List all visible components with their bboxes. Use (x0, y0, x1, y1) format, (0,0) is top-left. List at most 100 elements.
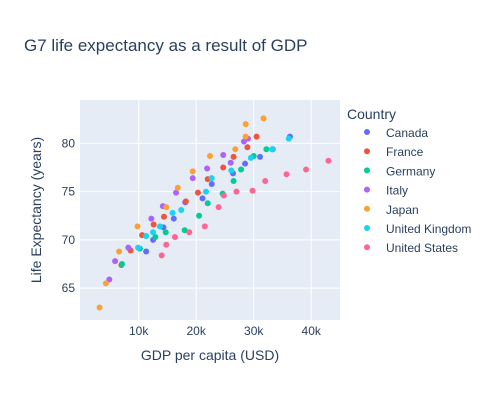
axis-ticks: 10k 20k 30k 40k 65 70 75 80 (62, 136, 322, 338)
data-point (152, 234, 159, 241)
data-point (227, 159, 234, 166)
data-point (208, 175, 215, 182)
data-point (202, 188, 209, 195)
legend-marker (364, 129, 370, 135)
data-point (230, 178, 237, 185)
data-point (325, 157, 332, 164)
x-tick-label: 40k (302, 324, 322, 338)
data-point (169, 209, 176, 216)
data-point (96, 304, 103, 311)
data-point (196, 212, 203, 219)
data-point (207, 152, 213, 159)
legend-marker (364, 225, 370, 231)
data-point (171, 234, 178, 241)
data-point (118, 261, 125, 268)
data-point (189, 175, 196, 182)
data-point (253, 133, 260, 140)
data-point (220, 164, 227, 171)
data-point (247, 154, 254, 161)
data-point (112, 258, 119, 265)
data-point (238, 166, 245, 173)
data-point (160, 213, 167, 220)
data-point (186, 229, 193, 236)
data-point (283, 171, 290, 178)
data-point (163, 241, 170, 248)
data-point (156, 223, 163, 230)
legend-item-label: Canada (386, 126, 428, 140)
data-point (170, 215, 177, 222)
data-point (178, 207, 185, 213)
data-point (150, 229, 157, 236)
data-point (242, 133, 249, 140)
data-point (233, 188, 240, 195)
legend: Canada France Germany Italy Japan United King… (364, 126, 471, 255)
x-axis-title: GDP per capita (USD) (141, 347, 279, 363)
data-point (158, 252, 165, 259)
data-point (269, 146, 276, 153)
legend-marker (364, 148, 370, 155)
legend-marker (364, 167, 370, 174)
data-point (242, 121, 249, 128)
data-point (150, 221, 157, 228)
plot-area (80, 100, 340, 320)
data-point (173, 189, 180, 196)
y-tick-label: 65 (62, 281, 76, 295)
data-point (249, 187, 256, 194)
data-point (143, 248, 150, 255)
data-point (189, 168, 196, 175)
data-point (134, 223, 141, 230)
y-axis-title: Life Expectancy (years) (28, 137, 44, 283)
data-point (208, 180, 215, 187)
data-point (125, 244, 132, 251)
legend-marker (364, 186, 370, 193)
legend-item-label: United Kingdom (386, 222, 471, 236)
legend-item-label: Germany (386, 164, 435, 178)
data-point (181, 227, 188, 234)
data-point (143, 233, 150, 240)
x-tick-label: 20k (187, 324, 207, 338)
data-point (204, 165, 211, 172)
legend-item-label: France (386, 145, 424, 159)
data-point (201, 223, 208, 230)
data-points (96, 115, 332, 311)
data-point (194, 189, 201, 196)
data-point (220, 152, 227, 158)
data-point (163, 204, 170, 211)
x-tick-label: 10k (129, 324, 149, 338)
data-point (148, 215, 155, 222)
data-point (174, 184, 181, 191)
y-tick-label: 75 (62, 185, 76, 199)
legend-item-label: United States (386, 241, 458, 255)
data-point (228, 167, 235, 174)
data-point (230, 153, 237, 160)
x-tick-label: 30k (244, 324, 264, 338)
data-point (102, 280, 109, 287)
data-point (162, 229, 169, 236)
data-point (106, 276, 113, 283)
data-point (220, 192, 227, 199)
data-point (263, 146, 270, 153)
data-point (303, 166, 310, 173)
data-point (199, 195, 206, 202)
y-tick-label: 70 (62, 233, 76, 247)
y-tick-label: 80 (62, 136, 76, 150)
data-point (285, 135, 292, 142)
legend-item-label: Japan (386, 203, 419, 217)
legend-marker (364, 244, 370, 251)
data-point (182, 198, 189, 205)
data-point (242, 160, 249, 167)
legend-title: Country (347, 106, 396, 122)
data-point (232, 146, 239, 153)
data-point (260, 115, 267, 122)
data-point (244, 144, 251, 151)
legend-marker (364, 205, 370, 212)
data-point (116, 248, 123, 255)
data-point (215, 204, 222, 211)
data-point (262, 178, 269, 185)
chart-title: G7 life expectancy as a result of GDP (24, 36, 307, 55)
data-point (257, 153, 264, 160)
data-point (204, 200, 211, 207)
data-point (135, 244, 142, 251)
legend-item-label: Italy (386, 184, 408, 198)
